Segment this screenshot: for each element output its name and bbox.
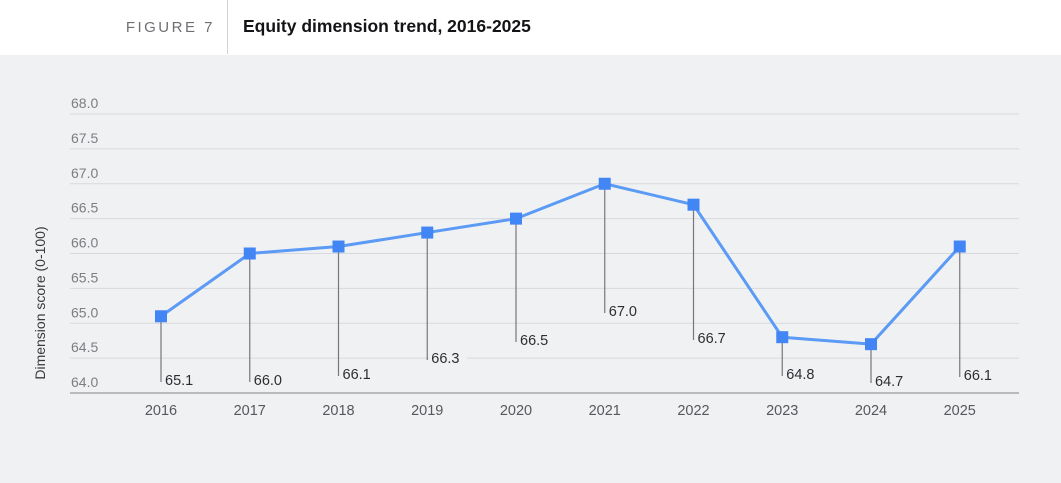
data-label: 66.3: [431, 351, 459, 367]
data-label-mask: [695, 328, 734, 347]
data-label-mask: [873, 371, 911, 390]
data-label: 66.5: [520, 333, 548, 349]
chart-panel: Dimension score (0-100) Source:World Eco…: [0, 55, 1061, 483]
data-label-mask: [961, 365, 1000, 384]
data-point-marker: [421, 226, 434, 239]
data-point-marker: [598, 177, 611, 190]
data-point-marker: [243, 247, 256, 260]
x-tick-label: 2023: [766, 403, 798, 419]
data-label-mask: [340, 364, 379, 383]
y-tick-label: 65.5: [71, 269, 98, 285]
data-label-mask: [784, 364, 823, 383]
figure-title: Equity dimension trend, 2016-2025: [243, 16, 531, 36]
figure-number-label: FIGURE 7: [125, 19, 215, 36]
data-point-marker: [510, 212, 522, 225]
y-tick-label: 67.5: [71, 130, 98, 146]
data-label: 66.7: [698, 331, 726, 347]
data-point-marker: [953, 240, 966, 253]
x-tick-label: 2022: [677, 403, 709, 419]
data-point-marker: [776, 331, 789, 344]
data-point-marker: [865, 338, 877, 351]
x-tick-label: 2018: [322, 403, 354, 419]
y-tick-label: 65.0: [71, 304, 98, 320]
y-tick-label: 66.0: [71, 235, 98, 251]
data-point-marker: [155, 310, 167, 323]
trend-line: [159, 182, 962, 346]
data-label: 66.1: [964, 368, 992, 384]
y-tick-label: 64.5: [71, 339, 98, 355]
data-label: 66.1: [343, 367, 371, 383]
data-label: 65.1: [165, 373, 193, 389]
data-label-mask: [606, 301, 645, 320]
data-label-mask: [251, 370, 290, 389]
data-label-mask: [518, 330, 556, 349]
header-divider: [227, 0, 228, 54]
data-label: 64.7: [875, 374, 903, 390]
data-label: 67.0: [609, 304, 637, 320]
data-label: 64.8: [786, 367, 814, 383]
data-point-marker: [332, 240, 345, 253]
data-label-mask: [163, 370, 201, 389]
data-label-mask: [429, 348, 468, 367]
x-tick-label: 2017: [234, 403, 266, 419]
x-tick-label: 2016: [145, 403, 177, 419]
figure-header: FIGURE 7 Equity dimension trend, 2016-20…: [0, 0, 1061, 55]
x-tick-label: 2019: [411, 403, 443, 419]
x-tick-label: 2024: [855, 403, 887, 419]
data-point-marker: [687, 198, 700, 211]
data-label: 66.0: [254, 373, 282, 389]
y-tick-label: 66.5: [71, 200, 98, 216]
y-tick-label: 67.0: [71, 165, 98, 181]
y-tick-label: 68.0: [71, 95, 98, 111]
x-tick-label: 2020: [500, 403, 532, 419]
y-tick-label: 64.0: [71, 374, 98, 390]
x-tick-label: 2025: [944, 403, 976, 419]
x-tick-label: 2021: [589, 403, 621, 419]
